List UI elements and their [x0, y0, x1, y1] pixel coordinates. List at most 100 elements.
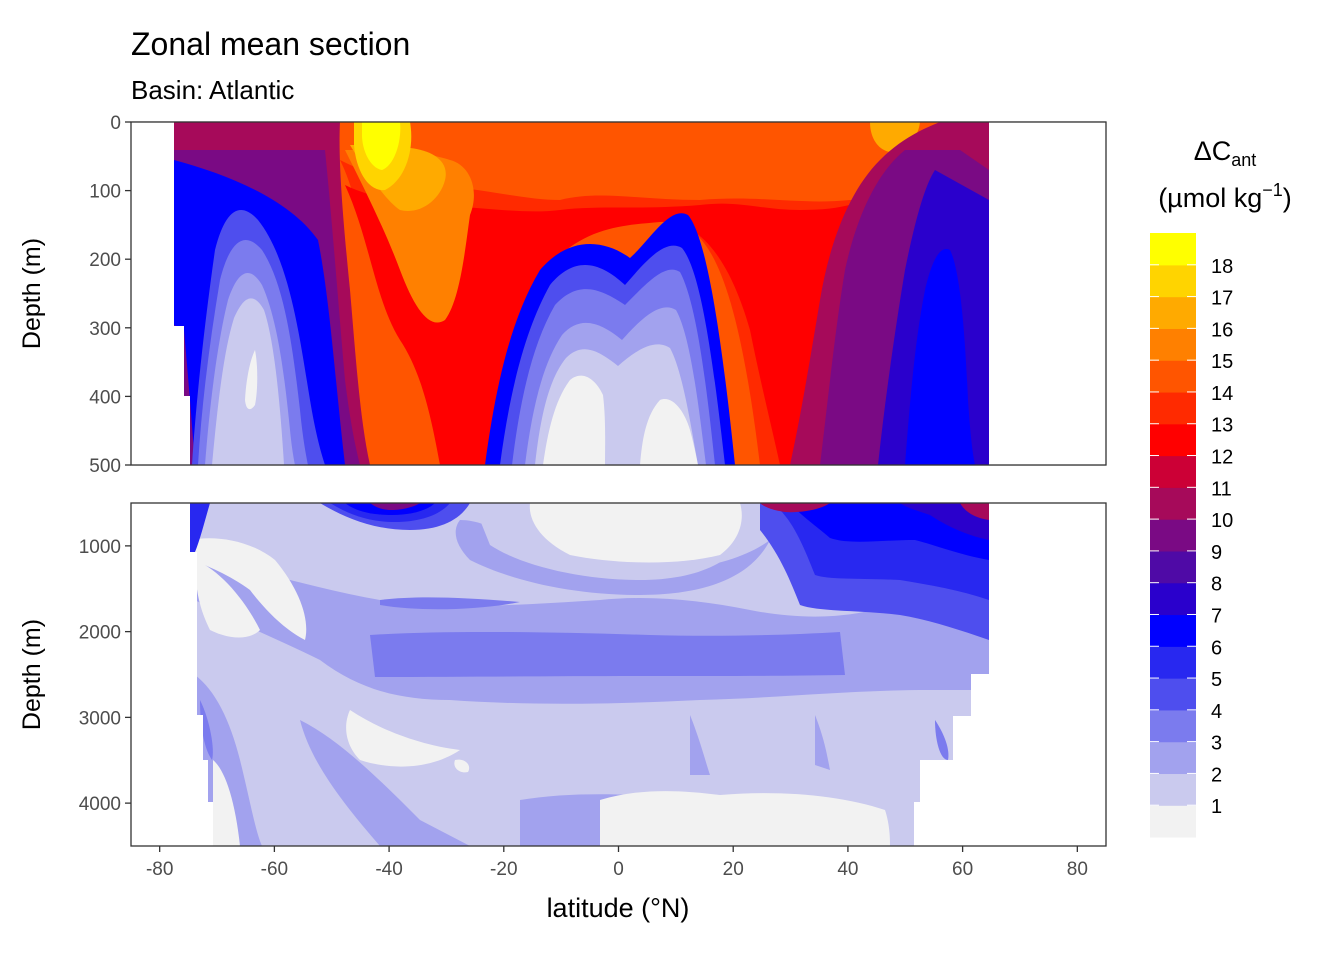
legend-swatch — [1150, 455, 1196, 488]
contour-band — [690, 715, 710, 775]
y-tick-label: 4000 — [79, 794, 121, 815]
legend-swatch — [1150, 550, 1196, 584]
contour-band — [362, 122, 401, 170]
contour-band — [195, 560, 260, 638]
panel-upper-contours — [131, 122, 1106, 465]
contour-band — [245, 350, 258, 410]
contour-band — [380, 597, 520, 610]
y-tick-label: 1000 — [79, 537, 121, 558]
panel-upper-border — [130, 121, 1107, 466]
panel-lower-contours — [131, 503, 1106, 846]
contour-band — [454, 759, 470, 773]
no-data-region — [174, 326, 190, 465]
legend-level-label: 13 — [1211, 415, 1233, 437]
y-tick-label: 300 — [89, 319, 121, 340]
contour-band — [213, 760, 240, 846]
legend-swatch — [1150, 709, 1196, 743]
legend-swatch — [1150, 519, 1196, 552]
x-tick-label: 0 — [613, 859, 624, 880]
contour-band — [346, 710, 460, 767]
x-tick-label: -40 — [375, 859, 402, 880]
contour-band — [935, 720, 949, 760]
y-tick-label: 400 — [89, 387, 121, 408]
legend-swatch — [1150, 773, 1196, 806]
x-tick-label: 80 — [1067, 859, 1088, 880]
contour-band — [190, 538, 307, 640]
contour-band — [370, 631, 845, 677]
contour-band — [760, 503, 830, 513]
legend-title-sub: ant — [1231, 150, 1256, 170]
panel-lower: 1000 2000 3000 4000 — [79, 502, 1107, 847]
contour-band — [640, 399, 698, 465]
y-tick-label: 100 — [89, 182, 121, 203]
x-tick-label: -20 — [490, 859, 517, 880]
contour-band — [815, 715, 830, 770]
legend-swatch — [1150, 328, 1196, 361]
legend-units-close: ) — [1283, 183, 1292, 213]
x-tick-label: 40 — [837, 859, 858, 880]
contour-band — [529, 503, 742, 563]
y-axis-label-upper: Depth (m) — [18, 238, 46, 349]
chart-subtitle: Basin: Atlantic — [131, 75, 294, 105]
legend-units-main: (µmol kg — [1158, 183, 1262, 213]
x-axis-label: latitude (°N) — [547, 893, 690, 923]
no-data-region — [190, 552, 213, 846]
legend-level-label: 18 — [1211, 256, 1233, 278]
legend-swatch — [1150, 678, 1196, 711]
contour-band — [600, 791, 890, 846]
legend-swatch — [1150, 233, 1196, 266]
contour-band — [300, 720, 470, 846]
legend-level-label: 3 — [1211, 733, 1222, 755]
no-data-region — [131, 122, 174, 465]
legend-units: (µmol kg−1) — [1158, 180, 1292, 213]
legend-level-label: 15 — [1211, 351, 1233, 373]
legend-level-label: 10 — [1211, 510, 1233, 532]
legend-level-label: 8 — [1211, 574, 1222, 596]
contour-band — [905, 249, 975, 465]
legend-swatch — [1150, 805, 1196, 838]
contour-band — [190, 503, 210, 552]
legend-swatch — [1150, 264, 1196, 298]
contour-band — [345, 170, 900, 465]
x-tick-label: 20 — [723, 859, 744, 880]
legend-level-label: 17 — [1211, 288, 1233, 310]
legend-title: ΔCant — [1194, 136, 1257, 170]
legend-level-label: 1 — [1211, 796, 1222, 818]
chart-title: Zonal mean section — [131, 26, 410, 62]
y-tick-label: 3000 — [79, 708, 121, 729]
legend-swatch — [1150, 423, 1196, 457]
panel-upper: 0 100 200 300 400 500 — [89, 113, 1107, 477]
y-tick-label: 500 — [89, 456, 121, 477]
legend-level-label: 7 — [1211, 605, 1222, 627]
legend-level-label: 9 — [1211, 542, 1222, 564]
legend-swatch — [1150, 741, 1196, 775]
contour-band — [455, 520, 770, 595]
legend-swatch — [1150, 296, 1196, 329]
x-tick-label: -60 — [261, 859, 288, 880]
y-tick-label: 200 — [89, 250, 121, 271]
y-tick-label: 0 — [110, 113, 121, 134]
panel-upper-y-axis: 0 100 200 300 400 500 — [89, 113, 131, 477]
y-axis-label-lower: Depth (m) — [18, 619, 46, 730]
legend-level-label: 6 — [1211, 637, 1222, 659]
panel-lower-y-axis: 1000 2000 3000 4000 — [79, 537, 131, 815]
contour-band — [200, 700, 213, 760]
legend-swatch — [1150, 646, 1196, 679]
legend-swatch — [1150, 391, 1196, 425]
legend-swatch — [1150, 614, 1196, 647]
no-data-region — [131, 503, 190, 846]
contour-band — [345, 150, 474, 323]
y-tick-label: 2000 — [79, 623, 121, 644]
contour-band — [960, 503, 989, 520]
legend-level-label: 12 — [1211, 447, 1233, 469]
contour-band — [543, 375, 606, 465]
no-data-region — [914, 503, 1106, 846]
legend-level-label: 2 — [1211, 764, 1222, 786]
legend-level-label: 16 — [1211, 319, 1233, 341]
legend-units-sup: −1 — [1262, 180, 1283, 200]
no-data-region — [989, 122, 1106, 465]
legend-swatch — [1150, 487, 1196, 520]
legend-level-label: 4 — [1211, 701, 1222, 723]
legend-swatch — [1150, 582, 1196, 616]
